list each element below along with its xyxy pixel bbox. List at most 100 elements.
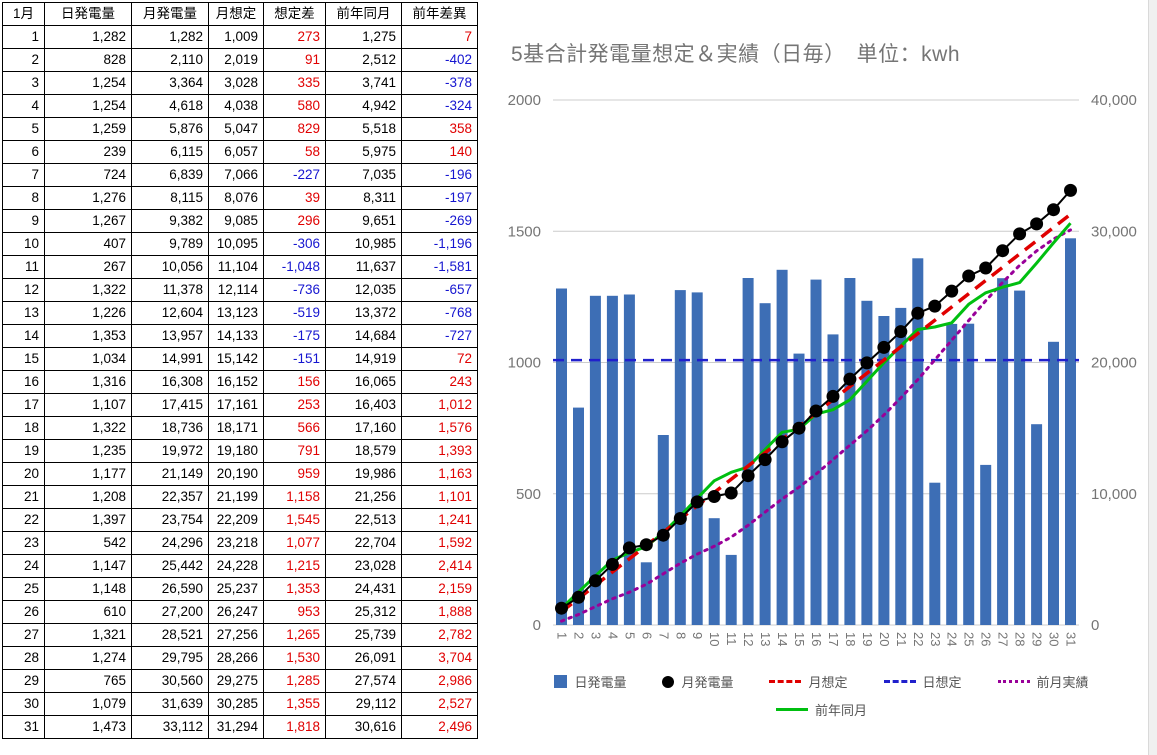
cell-monthly[interactable]: 27,200: [131, 600, 209, 624]
cell-prev_diff[interactable]: 1,576: [401, 416, 478, 440]
cell-prev_diff[interactable]: 243: [401, 370, 478, 394]
cell-day[interactable]: 6: [2, 140, 45, 164]
cell-forecast[interactable]: 10,095: [208, 232, 264, 256]
cell-day[interactable]: 7: [2, 163, 45, 187]
cell-day[interactable]: 1: [2, 25, 45, 49]
cell-diff[interactable]: -1,048: [263, 255, 326, 279]
legend-item-1[interactable]: 月発電量: [662, 672, 733, 691]
cell-prev_year[interactable]: 30,616: [325, 715, 402, 739]
cell-prev_year[interactable]: 27,574: [325, 669, 402, 693]
legend-item-3[interactable]: 日想定: [883, 672, 962, 691]
cell-diff[interactable]: 58: [263, 140, 326, 164]
cell-monthly[interactable]: 19,972: [131, 439, 209, 463]
cell-forecast[interactable]: 14,133: [208, 324, 264, 348]
cell-daily[interactable]: 1,353: [44, 324, 132, 348]
column-header-0[interactable]: 1月: [2, 2, 45, 26]
cell-daily[interactable]: 542: [44, 531, 132, 555]
cell-prev_year[interactable]: 18,579: [325, 439, 402, 463]
cell-prev_diff[interactable]: 2,496: [401, 715, 478, 739]
cell-prev_diff[interactable]: 1,163: [401, 462, 478, 486]
cell-prev_year[interactable]: 26,091: [325, 646, 402, 670]
cell-prev_diff[interactable]: 3,704: [401, 646, 478, 670]
cell-prev_year[interactable]: 5,975: [325, 140, 402, 164]
cell-daily[interactable]: 1,208: [44, 485, 132, 509]
cell-prev_diff[interactable]: 2,782: [401, 623, 478, 647]
cell-prev_diff[interactable]: -378: [401, 71, 478, 95]
cell-daily[interactable]: 1,274: [44, 646, 132, 670]
cell-monthly[interactable]: 21,149: [131, 462, 209, 486]
cell-day[interactable]: 18: [2, 416, 45, 440]
cell-prev_year[interactable]: 21,256: [325, 485, 402, 509]
cell-forecast[interactable]: 21,199: [208, 485, 264, 509]
cell-daily[interactable]: 1,148: [44, 577, 132, 601]
cell-prev_diff[interactable]: -1,581: [401, 255, 478, 279]
cell-daily[interactable]: 1,107: [44, 393, 132, 417]
cell-prev_diff[interactable]: 1,888: [401, 600, 478, 624]
cell-day[interactable]: 20: [2, 462, 45, 486]
column-header-4[interactable]: 想定差: [263, 2, 326, 26]
cell-diff[interactable]: -306: [263, 232, 326, 256]
cell-daily[interactable]: 828: [44, 48, 132, 72]
cell-forecast[interactable]: 23,218: [208, 531, 264, 555]
column-header-3[interactable]: 月想定: [208, 2, 264, 26]
cell-prev_year[interactable]: 25,739: [325, 623, 402, 647]
cell-monthly[interactable]: 18,736: [131, 416, 209, 440]
cell-forecast[interactable]: 8,076: [208, 186, 264, 210]
cell-day[interactable]: 23: [2, 531, 45, 555]
cell-daily[interactable]: 1,235: [44, 439, 132, 463]
cell-monthly[interactable]: 25,442: [131, 554, 209, 578]
cell-prev_diff[interactable]: -1,196: [401, 232, 478, 256]
cell-prev_diff[interactable]: 1,592: [401, 531, 478, 555]
cell-monthly[interactable]: 26,590: [131, 577, 209, 601]
cell-forecast[interactable]: 6,057: [208, 140, 264, 164]
legend-item-2[interactable]: 月想定: [769, 672, 848, 691]
cell-monthly[interactable]: 4,618: [131, 94, 209, 118]
cell-prev_year[interactable]: 22,513: [325, 508, 402, 532]
cell-diff[interactable]: 296: [263, 209, 326, 233]
cell-monthly[interactable]: 9,789: [131, 232, 209, 256]
cell-prev_diff[interactable]: 140: [401, 140, 478, 164]
cell-diff[interactable]: 1,545: [263, 508, 326, 532]
cell-prev_year[interactable]: 8,311: [325, 186, 402, 210]
cell-day[interactable]: 11: [2, 255, 45, 279]
cell-prev_year[interactable]: 3,741: [325, 71, 402, 95]
cell-forecast[interactable]: 30,285: [208, 692, 264, 716]
cell-monthly[interactable]: 8,115: [131, 186, 209, 210]
cell-forecast[interactable]: 20,190: [208, 462, 264, 486]
cell-diff[interactable]: 953: [263, 600, 326, 624]
cell-monthly[interactable]: 11,378: [131, 278, 209, 302]
cell-day[interactable]: 21: [2, 485, 45, 509]
cell-prev_diff[interactable]: -727: [401, 324, 478, 348]
cell-prev_diff[interactable]: 2,986: [401, 669, 478, 693]
cell-day[interactable]: 14: [2, 324, 45, 348]
cell-forecast[interactable]: 29,275: [208, 669, 264, 693]
cell-prev_diff[interactable]: 7: [401, 25, 478, 49]
cell-diff[interactable]: 1,265: [263, 623, 326, 647]
cell-prev_diff[interactable]: -197: [401, 186, 478, 210]
cell-forecast[interactable]: 4,038: [208, 94, 264, 118]
cell-diff[interactable]: 1,215: [263, 554, 326, 578]
cell-diff[interactable]: -227: [263, 163, 326, 187]
cell-day[interactable]: 4: [2, 94, 45, 118]
cell-monthly[interactable]: 28,521: [131, 623, 209, 647]
cell-monthly[interactable]: 6,115: [131, 140, 209, 164]
cell-daily[interactable]: 1,282: [44, 25, 132, 49]
cell-forecast[interactable]: 18,171: [208, 416, 264, 440]
cell-daily[interactable]: 1,254: [44, 94, 132, 118]
cell-forecast[interactable]: 1,009: [208, 25, 264, 49]
cell-daily[interactable]: 1,321: [44, 623, 132, 647]
column-header-2[interactable]: 月発電量: [131, 2, 209, 26]
cell-day[interactable]: 22: [2, 508, 45, 532]
cell-day[interactable]: 30: [2, 692, 45, 716]
cell-monthly[interactable]: 12,604: [131, 301, 209, 325]
cell-monthly[interactable]: 30,560: [131, 669, 209, 693]
cell-diff[interactable]: 580: [263, 94, 326, 118]
cell-forecast[interactable]: 2,019: [208, 48, 264, 72]
cell-day[interactable]: 9: [2, 209, 45, 233]
cell-day[interactable]: 31: [2, 715, 45, 739]
cell-forecast[interactable]: 15,142: [208, 347, 264, 371]
cell-prev_year[interactable]: 1,275: [325, 25, 402, 49]
cell-daily[interactable]: 1,226: [44, 301, 132, 325]
cell-prev_diff[interactable]: 2,159: [401, 577, 478, 601]
cell-daily[interactable]: 1,259: [44, 117, 132, 141]
